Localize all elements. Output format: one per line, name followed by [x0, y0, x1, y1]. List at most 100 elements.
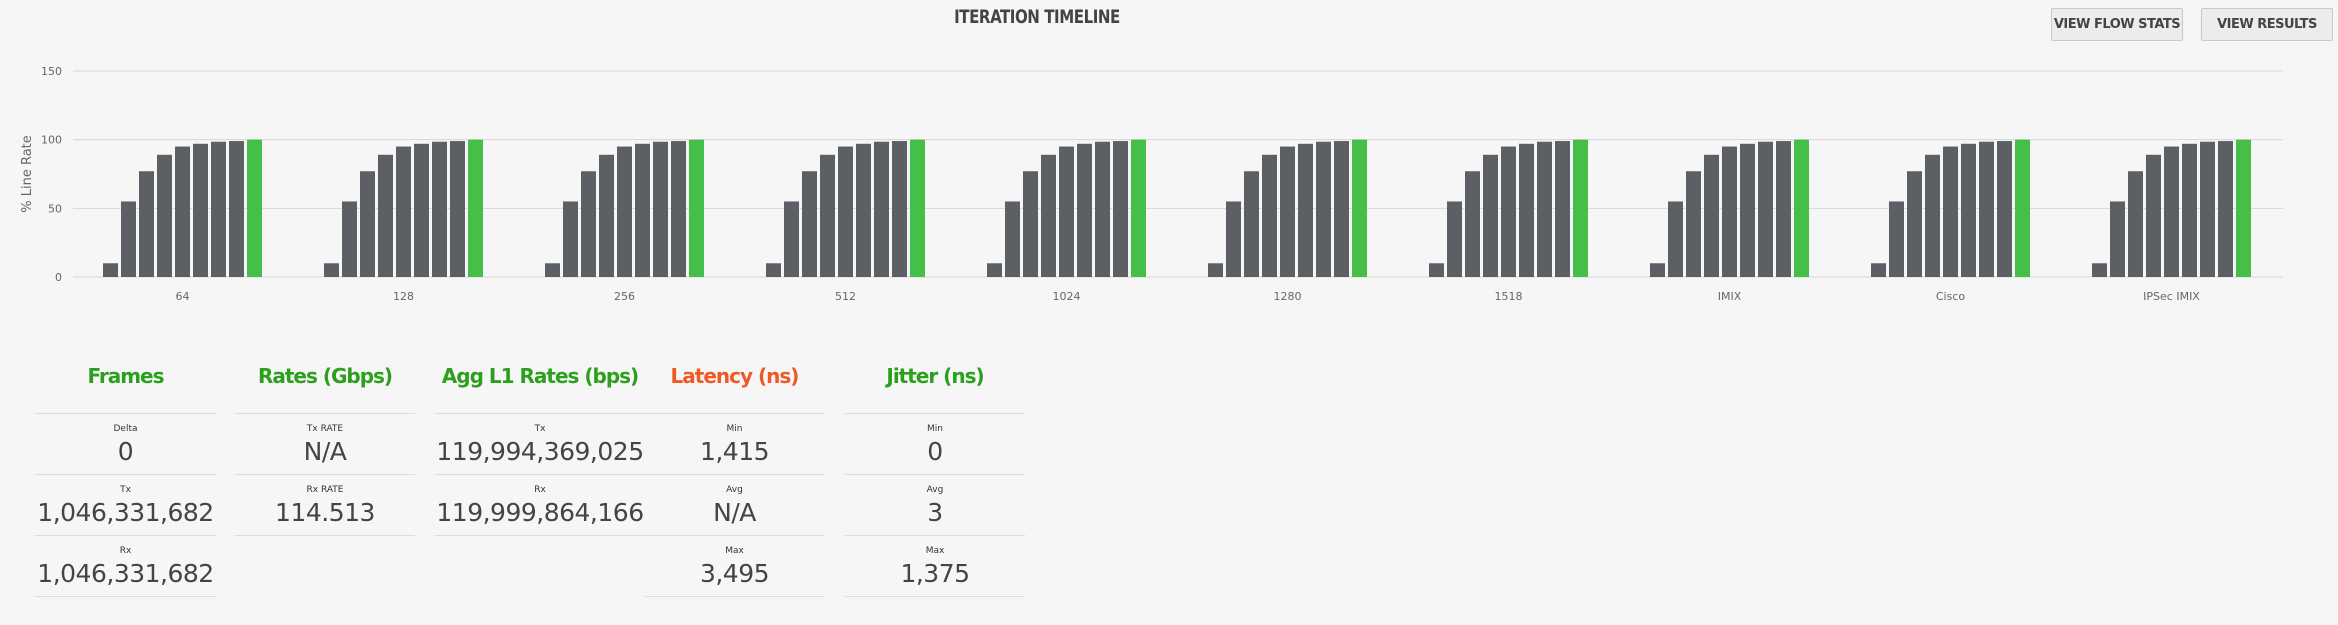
- final-iteration-bar: [910, 139, 925, 277]
- iteration-bar: [432, 141, 447, 277]
- rates-rx: Rx RATE 114.513: [235, 475, 415, 536]
- iteration-bar: [1208, 263, 1223, 277]
- x-tick-label: IMIX: [1718, 290, 1742, 303]
- final-iteration-bar: [2015, 139, 2030, 277]
- iteration-bar: [1298, 143, 1313, 277]
- iteration-bar: [324, 263, 339, 277]
- agg-l1-rates-panel: Agg L1 Rates (bps) Tx 119,994,369,025 Rx 1…: [435, 318, 645, 536]
- iteration-bar: [1316, 141, 1331, 277]
- iteration-bar: [599, 154, 614, 277]
- iteration-bar: [139, 171, 154, 277]
- frames-delta: Delta 0: [35, 414, 216, 475]
- y-tick-label: 150: [41, 65, 62, 78]
- iteration-bar: [1907, 171, 1922, 277]
- iteration-bar: [378, 154, 393, 277]
- iteration-bar: [121, 201, 136, 277]
- agg-rx: Rx 119,999,864,166: [435, 475, 645, 536]
- iteration-bar: [2200, 141, 2215, 277]
- view-results-button[interactable]: VIEW RESULTS: [2201, 8, 2333, 41]
- latency-panel: Latency (ns) Min 1,415 Avg N/A Max 3,495: [645, 318, 824, 597]
- x-tick-label: Cisco: [1936, 290, 1966, 303]
- iteration-bar: [1979, 141, 1994, 277]
- stat-label: Max: [725, 546, 744, 556]
- x-tick-label: 1024: [1053, 290, 1081, 303]
- rates-panel: Rates (Gbps) Tx RATE N/A Rx RATE 114.513: [235, 318, 415, 536]
- iteration-bar: [2182, 143, 2197, 277]
- stat-value: N/A: [713, 498, 756, 527]
- iteration-bar: [1059, 146, 1074, 277]
- x-tick-label: 128: [393, 290, 414, 303]
- final-iteration-bar: [1131, 139, 1146, 277]
- stat-label: Avg: [726, 485, 743, 495]
- frames-rx: Rx 1,046,331,682: [35, 536, 216, 597]
- x-tick-label: IPSec IMIX: [2143, 290, 2200, 303]
- iteration-bar: [1501, 146, 1516, 277]
- final-iteration-bar: [1352, 139, 1367, 277]
- latency-min: Min 1,415: [645, 414, 824, 475]
- frames-title: Frames: [35, 318, 216, 414]
- stat-value: 1,415: [699, 437, 770, 466]
- iteration-bar: [1704, 154, 1719, 277]
- iteration-bar: [838, 146, 853, 277]
- stat-label: Rx: [534, 485, 546, 495]
- iteration-bar: [2110, 201, 2125, 277]
- stat-label: Rx: [119, 546, 132, 556]
- iteration-bar: [987, 263, 1002, 277]
- stat-value: 1,046,331,682: [37, 498, 214, 527]
- stat-value: 1,046,331,682: [37, 559, 214, 588]
- iteration-bar: [1519, 143, 1534, 277]
- y-tick-label: 50: [48, 202, 62, 215]
- stat-label: Avg: [926, 485, 944, 495]
- iteration-bar: [802, 171, 817, 277]
- iteration-bar: [1961, 143, 1976, 277]
- jitter-min: Min 0: [845, 414, 1025, 475]
- iteration-bar: [1023, 171, 1038, 277]
- frames-tx: Tx 1,046,331,682: [35, 475, 216, 536]
- y-tick-label: 0: [55, 271, 62, 284]
- stat-value: 3,495: [699, 559, 770, 588]
- iteration-bar: [1244, 171, 1259, 277]
- rates-title: Rates (Gbps): [235, 318, 415, 414]
- x-tick-label: 64: [176, 290, 190, 303]
- iteration-bar: [635, 143, 650, 277]
- latency-avg: Avg N/A: [645, 475, 824, 536]
- iteration-bar: [1483, 154, 1498, 277]
- stat-value: 1,375: [900, 559, 970, 588]
- iteration-bar: [2128, 171, 2143, 277]
- iteration-bar: [1095, 141, 1110, 277]
- stat-value: 0: [117, 437, 134, 466]
- iteration-bar: [1041, 154, 1056, 277]
- iteration-bar: [1650, 263, 1665, 277]
- stat-label: Tx: [120, 485, 131, 495]
- final-iteration-bar: [1573, 139, 1588, 277]
- view-flow-stats-button[interactable]: VIEW FLOW STATS: [2051, 8, 2183, 41]
- iteration-bar: [1226, 201, 1241, 277]
- y-tick-label: 100: [41, 134, 62, 147]
- iteration-bar: [653, 141, 668, 277]
- stat-value: 119,999,864,166: [436, 498, 644, 527]
- jitter-max: Max 1,375: [845, 536, 1025, 597]
- stat-label: Rx RATE: [306, 485, 344, 495]
- iteration-bar: [671, 141, 686, 277]
- agg-tx: Tx 119,994,369,025: [435, 414, 645, 475]
- iteration-bar: [1943, 146, 1958, 277]
- iteration-bar: [1280, 146, 1295, 277]
- stat-label: Delta: [113, 424, 138, 434]
- iteration-bar: [1537, 141, 1552, 277]
- agg-title: Agg L1 Rates (bps): [435, 318, 645, 414]
- iteration-bar: [450, 141, 465, 277]
- iteration-bar: [1429, 263, 1444, 277]
- iteration-bar: [229, 141, 244, 277]
- x-tick-label: 1280: [1274, 290, 1302, 303]
- iteration-bar: [1113, 141, 1128, 277]
- stat-value: N/A: [303, 437, 347, 466]
- iteration-bar: [175, 146, 190, 277]
- iteration-bar: [2218, 141, 2233, 277]
- iteration-bar: [1262, 154, 1277, 277]
- iteration-bar: [1925, 154, 1940, 277]
- final-iteration-bar: [247, 139, 262, 277]
- x-tick-label: 512: [835, 290, 856, 303]
- stat-value: 119,994,369,025: [436, 437, 644, 466]
- iteration-bar: [617, 146, 632, 277]
- latency-max: Max 3,495: [645, 536, 824, 597]
